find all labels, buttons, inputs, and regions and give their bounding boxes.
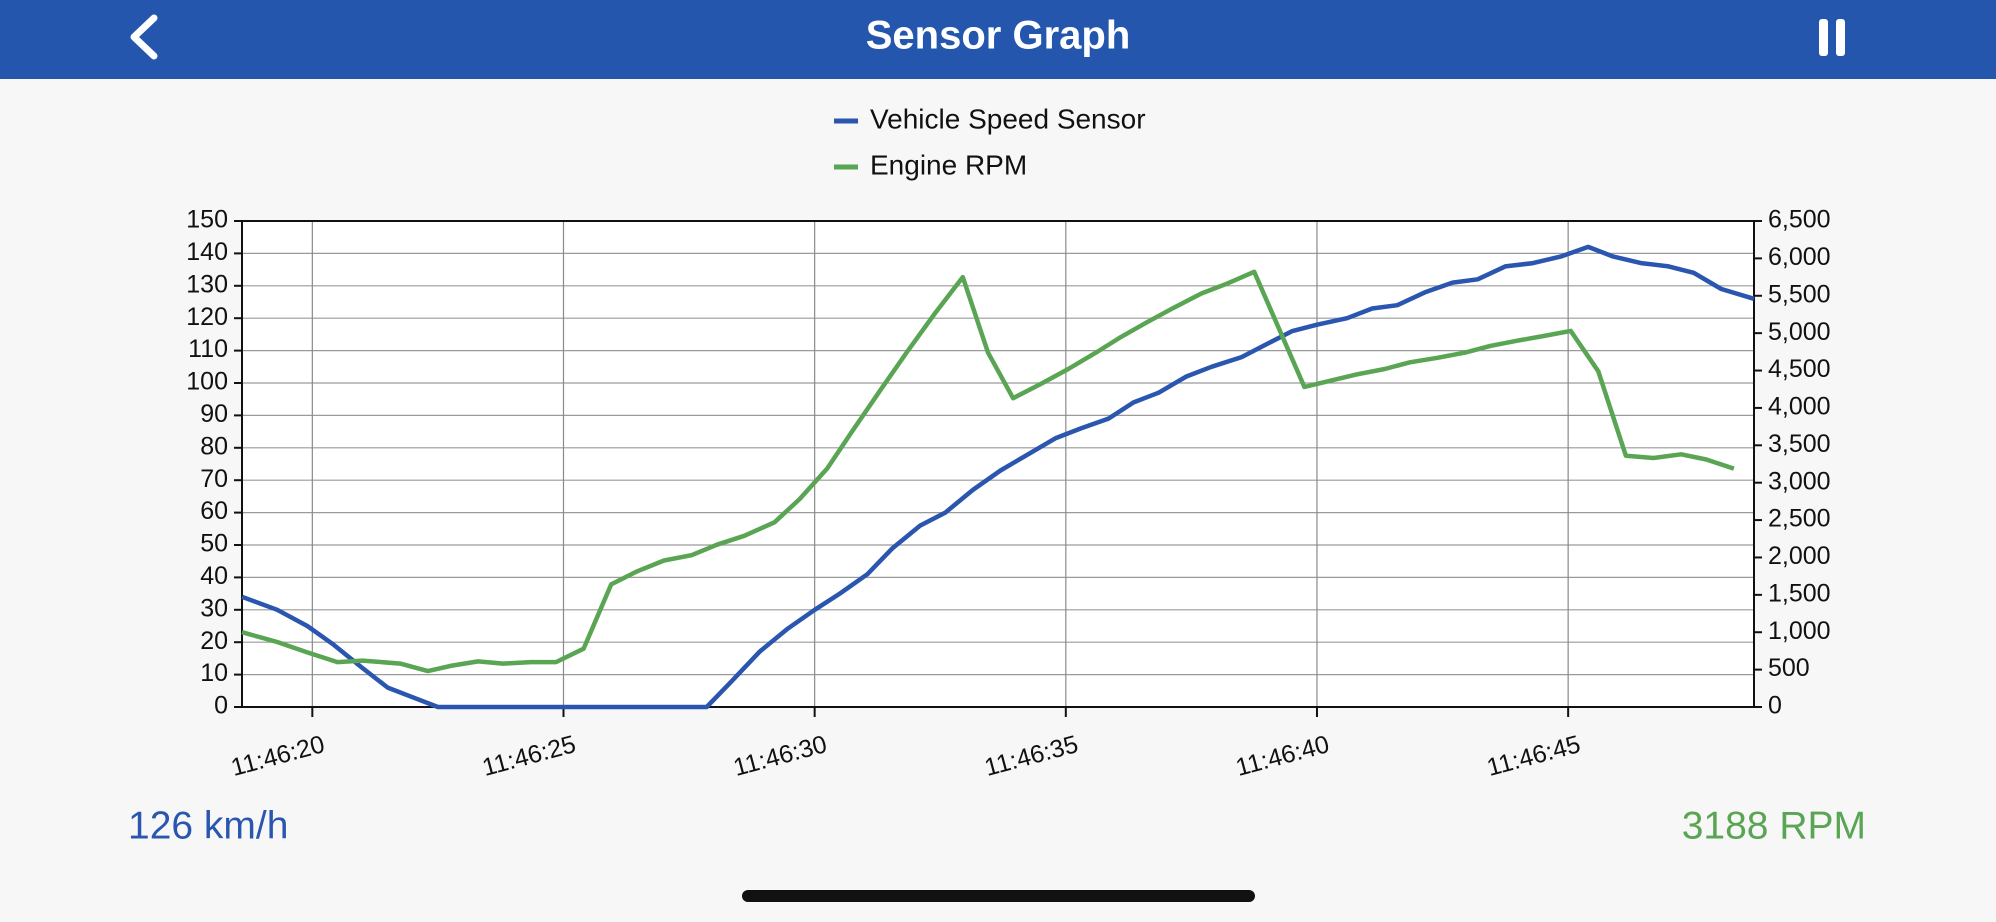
y2-tick-label: 2,000 bbox=[1768, 542, 1831, 570]
x-tick-label: 11:46:30 bbox=[730, 730, 829, 782]
y2-tick-label: 6,000 bbox=[1768, 243, 1831, 271]
y-tick-label: 150 bbox=[186, 206, 228, 234]
y-tick-label: 50 bbox=[200, 530, 228, 558]
y-tick-label: 120 bbox=[186, 303, 228, 331]
y2-tick-label: 5,500 bbox=[1768, 280, 1831, 308]
y2-tick-label: 4,500 bbox=[1768, 355, 1831, 383]
y-tick-label: 10 bbox=[200, 659, 228, 687]
y2-tick-label: 1,500 bbox=[1768, 579, 1831, 607]
pause-bar[interactable] bbox=[1819, 19, 1828, 56]
y-tick-label: 20 bbox=[200, 627, 228, 655]
speed-readout: 126 km/h bbox=[128, 804, 288, 847]
header-title: Sensor Graph bbox=[866, 14, 1131, 58]
y2-tick-label: 1,000 bbox=[1768, 617, 1831, 645]
y-tick-label: 130 bbox=[186, 270, 228, 298]
x-tick-label: 11:46:40 bbox=[1233, 730, 1332, 782]
rpm-readout: 3188 RPM bbox=[1682, 804, 1866, 847]
y2-tick-label: 5,000 bbox=[1768, 318, 1831, 346]
y-tick-label: 140 bbox=[186, 238, 228, 266]
series-line bbox=[241, 244, 1755, 710]
y-tick-label: 0 bbox=[214, 692, 228, 720]
y2-tick-label: 500 bbox=[1768, 654, 1810, 682]
y2-tick-label: 6,500 bbox=[1768, 206, 1831, 234]
y-tick-label: 110 bbox=[188, 335, 228, 363]
plot-area bbox=[242, 221, 1754, 707]
series-line bbox=[241, 269, 1735, 674]
back-button[interactable] bbox=[130, 14, 158, 60]
y-tick-label: 100 bbox=[186, 368, 228, 396]
y2-tick-label: 4,000 bbox=[1768, 393, 1831, 421]
plot-frame bbox=[241, 220, 1755, 708]
y-tick-label: 70 bbox=[200, 465, 228, 493]
x-tick-label: 11:46:20 bbox=[228, 730, 327, 782]
y-tick-label: 60 bbox=[200, 497, 228, 525]
y2-tick-label: 0 bbox=[1768, 692, 1782, 720]
header-bar bbox=[0, 0, 1996, 79]
pause-bar[interactable] bbox=[1836, 19, 1845, 56]
y2-tick-label: 2,500 bbox=[1768, 505, 1831, 533]
y-tick-label: 90 bbox=[200, 400, 228, 428]
x-tick-label: 11:46:35 bbox=[982, 730, 1081, 782]
x-tick-label: 11:46:25 bbox=[479, 730, 578, 782]
legend-label: Engine RPM bbox=[870, 149, 1027, 180]
y2-tick-label: 3,000 bbox=[1768, 467, 1831, 495]
y-tick-label: 30 bbox=[200, 594, 228, 622]
pause-button[interactable] bbox=[1819, 19, 1845, 56]
home-indicator bbox=[742, 890, 1255, 902]
legend-label: Vehicle Speed Sensor bbox=[870, 103, 1146, 134]
y-tick-label: 80 bbox=[200, 432, 228, 460]
y-tick-label: 40 bbox=[200, 562, 228, 590]
y2-tick-label: 3,500 bbox=[1768, 430, 1831, 458]
x-tick-label: 11:46:45 bbox=[1484, 730, 1583, 782]
